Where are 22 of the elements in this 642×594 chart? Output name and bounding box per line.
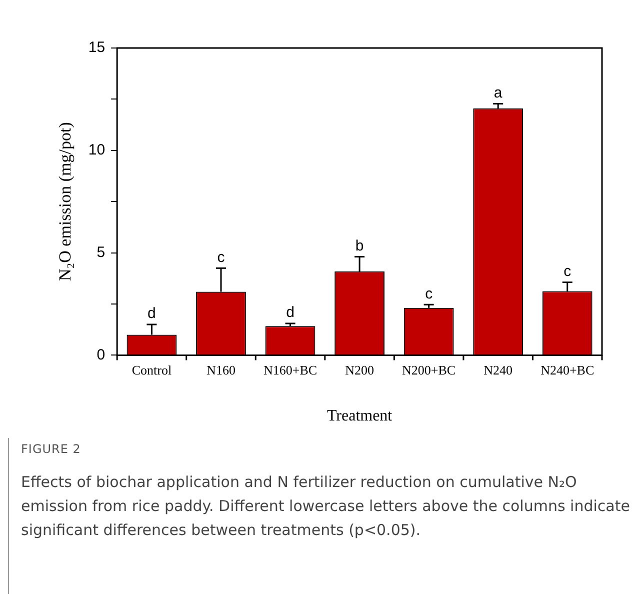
annotation: d — [148, 305, 156, 322]
y-tick-label: 5 — [96, 244, 106, 261]
annotation: c — [425, 285, 434, 302]
annotation: d — [286, 304, 294, 322]
y-tick-label: 10 — [88, 142, 106, 159]
y-tick-label: 15 — [88, 39, 106, 56]
annotation: c — [564, 262, 572, 280]
x-tick-label: N240 — [484, 362, 513, 378]
x-tick-label: N200+BC — [402, 362, 456, 378]
x-tick-label: Control — [132, 362, 172, 378]
y-tick-label: 0 — [96, 346, 106, 364]
y-axis-title: N₂O emission (mg/pot) — [56, 122, 75, 282]
x-tick-label: N200 — [345, 362, 374, 378]
x-tick-label: N160 — [206, 362, 236, 378]
x-axis-title: Treatment — [326, 408, 393, 425]
annotation: b — [355, 237, 364, 254]
x-tick-label: N160+BC — [263, 362, 318, 378]
annotation: c — [217, 248, 226, 266]
caption: FIGURE 2 — [21, 442, 82, 456]
x-tick-label: N240+BC — [540, 362, 594, 378]
annotation: a — [494, 84, 503, 102]
text: Effects of biochar application and N fertilizer reduction on cumulative N₂O emission from rice paddy. Different lowercase letters above the columns indicate significant differences between treatments (p<0.05). — [21, 472, 631, 541]
